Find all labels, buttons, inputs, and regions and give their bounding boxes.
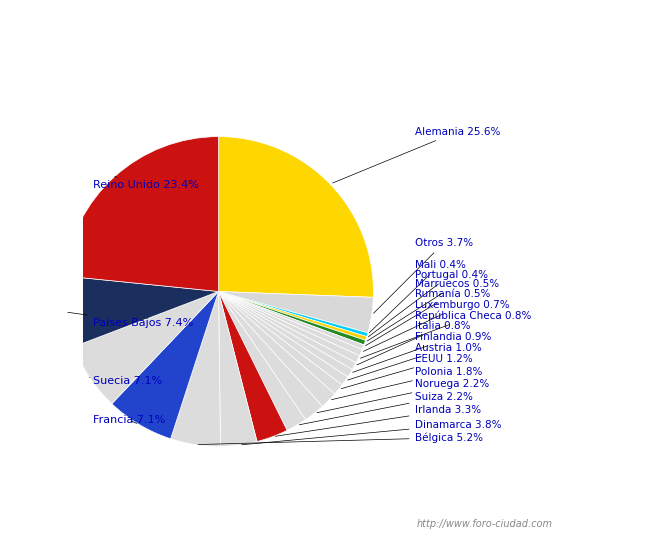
Text: Bélgica 5.2%: Bélgica 5.2% [198, 432, 482, 444]
Text: EEUU 1.2%: EEUU 1.2% [341, 354, 473, 389]
Text: Mali 0.4%: Mali 0.4% [369, 260, 465, 333]
Wedge shape [218, 292, 352, 377]
Text: Suecia 7.1%: Suecia 7.1% [90, 376, 162, 386]
Text: Rumanía 0.5%: Rumanía 0.5% [365, 289, 490, 346]
Text: Francia 7.1%: Francia 7.1% [93, 415, 165, 425]
Text: Austria 1.0%: Austria 1.0% [348, 343, 481, 380]
Text: Italia 0.8%: Italia 0.8% [357, 321, 470, 365]
Text: Noruega 2.2%: Noruega 2.2% [317, 379, 489, 412]
Wedge shape [218, 136, 373, 298]
Text: Polonia 1.8%: Polonia 1.8% [332, 367, 482, 400]
Wedge shape [218, 292, 373, 333]
Wedge shape [218, 292, 322, 420]
Wedge shape [218, 292, 287, 442]
Text: Otros 3.7%: Otros 3.7% [374, 238, 473, 314]
Wedge shape [218, 292, 342, 394]
Wedge shape [218, 292, 364, 349]
Text: Finlandia 0.9%: Finlandia 0.9% [353, 332, 491, 372]
Text: http://www.foro-ciudad.com: http://www.foro-ciudad.com [417, 519, 552, 529]
Wedge shape [218, 292, 362, 356]
Wedge shape [64, 136, 218, 292]
Wedge shape [218, 292, 365, 345]
Text: Portugal 0.4%: Portugal 0.4% [369, 270, 488, 337]
Text: Alemania 25.6%: Alemania 25.6% [333, 127, 500, 183]
Text: Luxemburgo 0.7%: Luxemburgo 0.7% [363, 300, 509, 351]
Wedge shape [112, 292, 218, 439]
Text: Suiza 2.2%: Suiza 2.2% [299, 392, 473, 425]
Wedge shape [218, 292, 356, 370]
Text: Irlanda 3.3%: Irlanda 3.3% [275, 405, 480, 436]
Text: Torrox - Turistas extranjeros según país - Abril de 2024: Torrox - Turistas extranjeros según país… [125, 15, 525, 31]
Wedge shape [218, 292, 359, 362]
Text: Países Bajos 7.4%: Países Bajos 7.4% [68, 312, 193, 328]
Wedge shape [218, 292, 306, 430]
Wedge shape [218, 292, 348, 385]
Wedge shape [218, 292, 367, 340]
Wedge shape [218, 292, 257, 447]
Wedge shape [218, 292, 335, 406]
Wedge shape [171, 292, 220, 447]
Wedge shape [218, 292, 368, 337]
Text: Reino Unido 23.4%: Reino Unido 23.4% [93, 177, 198, 190]
Text: República Checa 0.8%: República Checa 0.8% [360, 310, 531, 358]
Wedge shape [64, 276, 218, 346]
Text: Marruecos 0.5%: Marruecos 0.5% [367, 279, 499, 341]
Wedge shape [74, 292, 218, 404]
Text: Dinamarca 3.8%: Dinamarca 3.8% [242, 420, 501, 445]
